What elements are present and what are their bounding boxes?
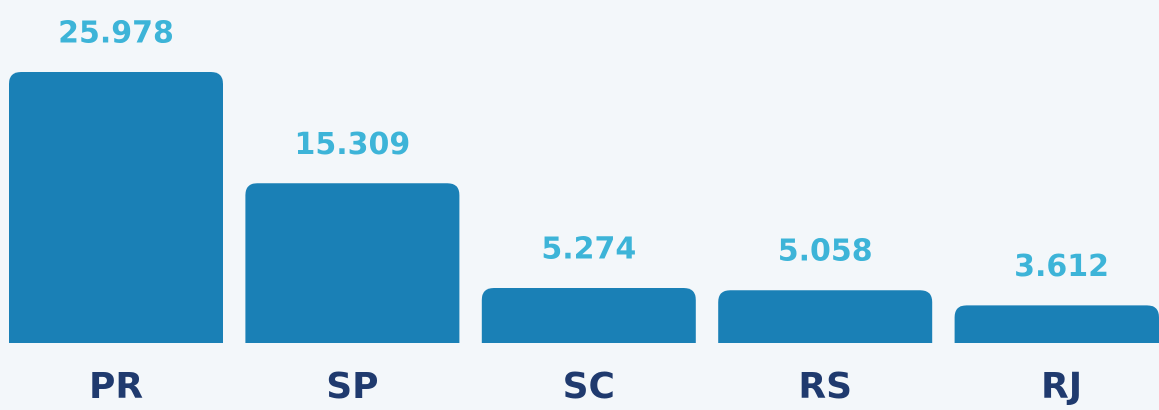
value-label: 3.612 — [1014, 249, 1109, 284]
value-label: 5.274 — [541, 231, 636, 266]
category-label: SP — [326, 366, 378, 407]
bar — [9, 72, 223, 343]
category-label: RJ — [1041, 366, 1082, 407]
category-label: RS — [798, 366, 852, 407]
bar — [481, 287, 696, 343]
bar — [718, 290, 933, 343]
value-label: 5.058 — [778, 234, 873, 269]
category-label: SC — [563, 366, 615, 407]
category-label: PR — [89, 366, 143, 407]
value-label: 15.309 — [295, 127, 411, 162]
value-label: 25.978 — [58, 16, 174, 51]
bar — [245, 183, 460, 343]
bar — [954, 305, 1159, 343]
